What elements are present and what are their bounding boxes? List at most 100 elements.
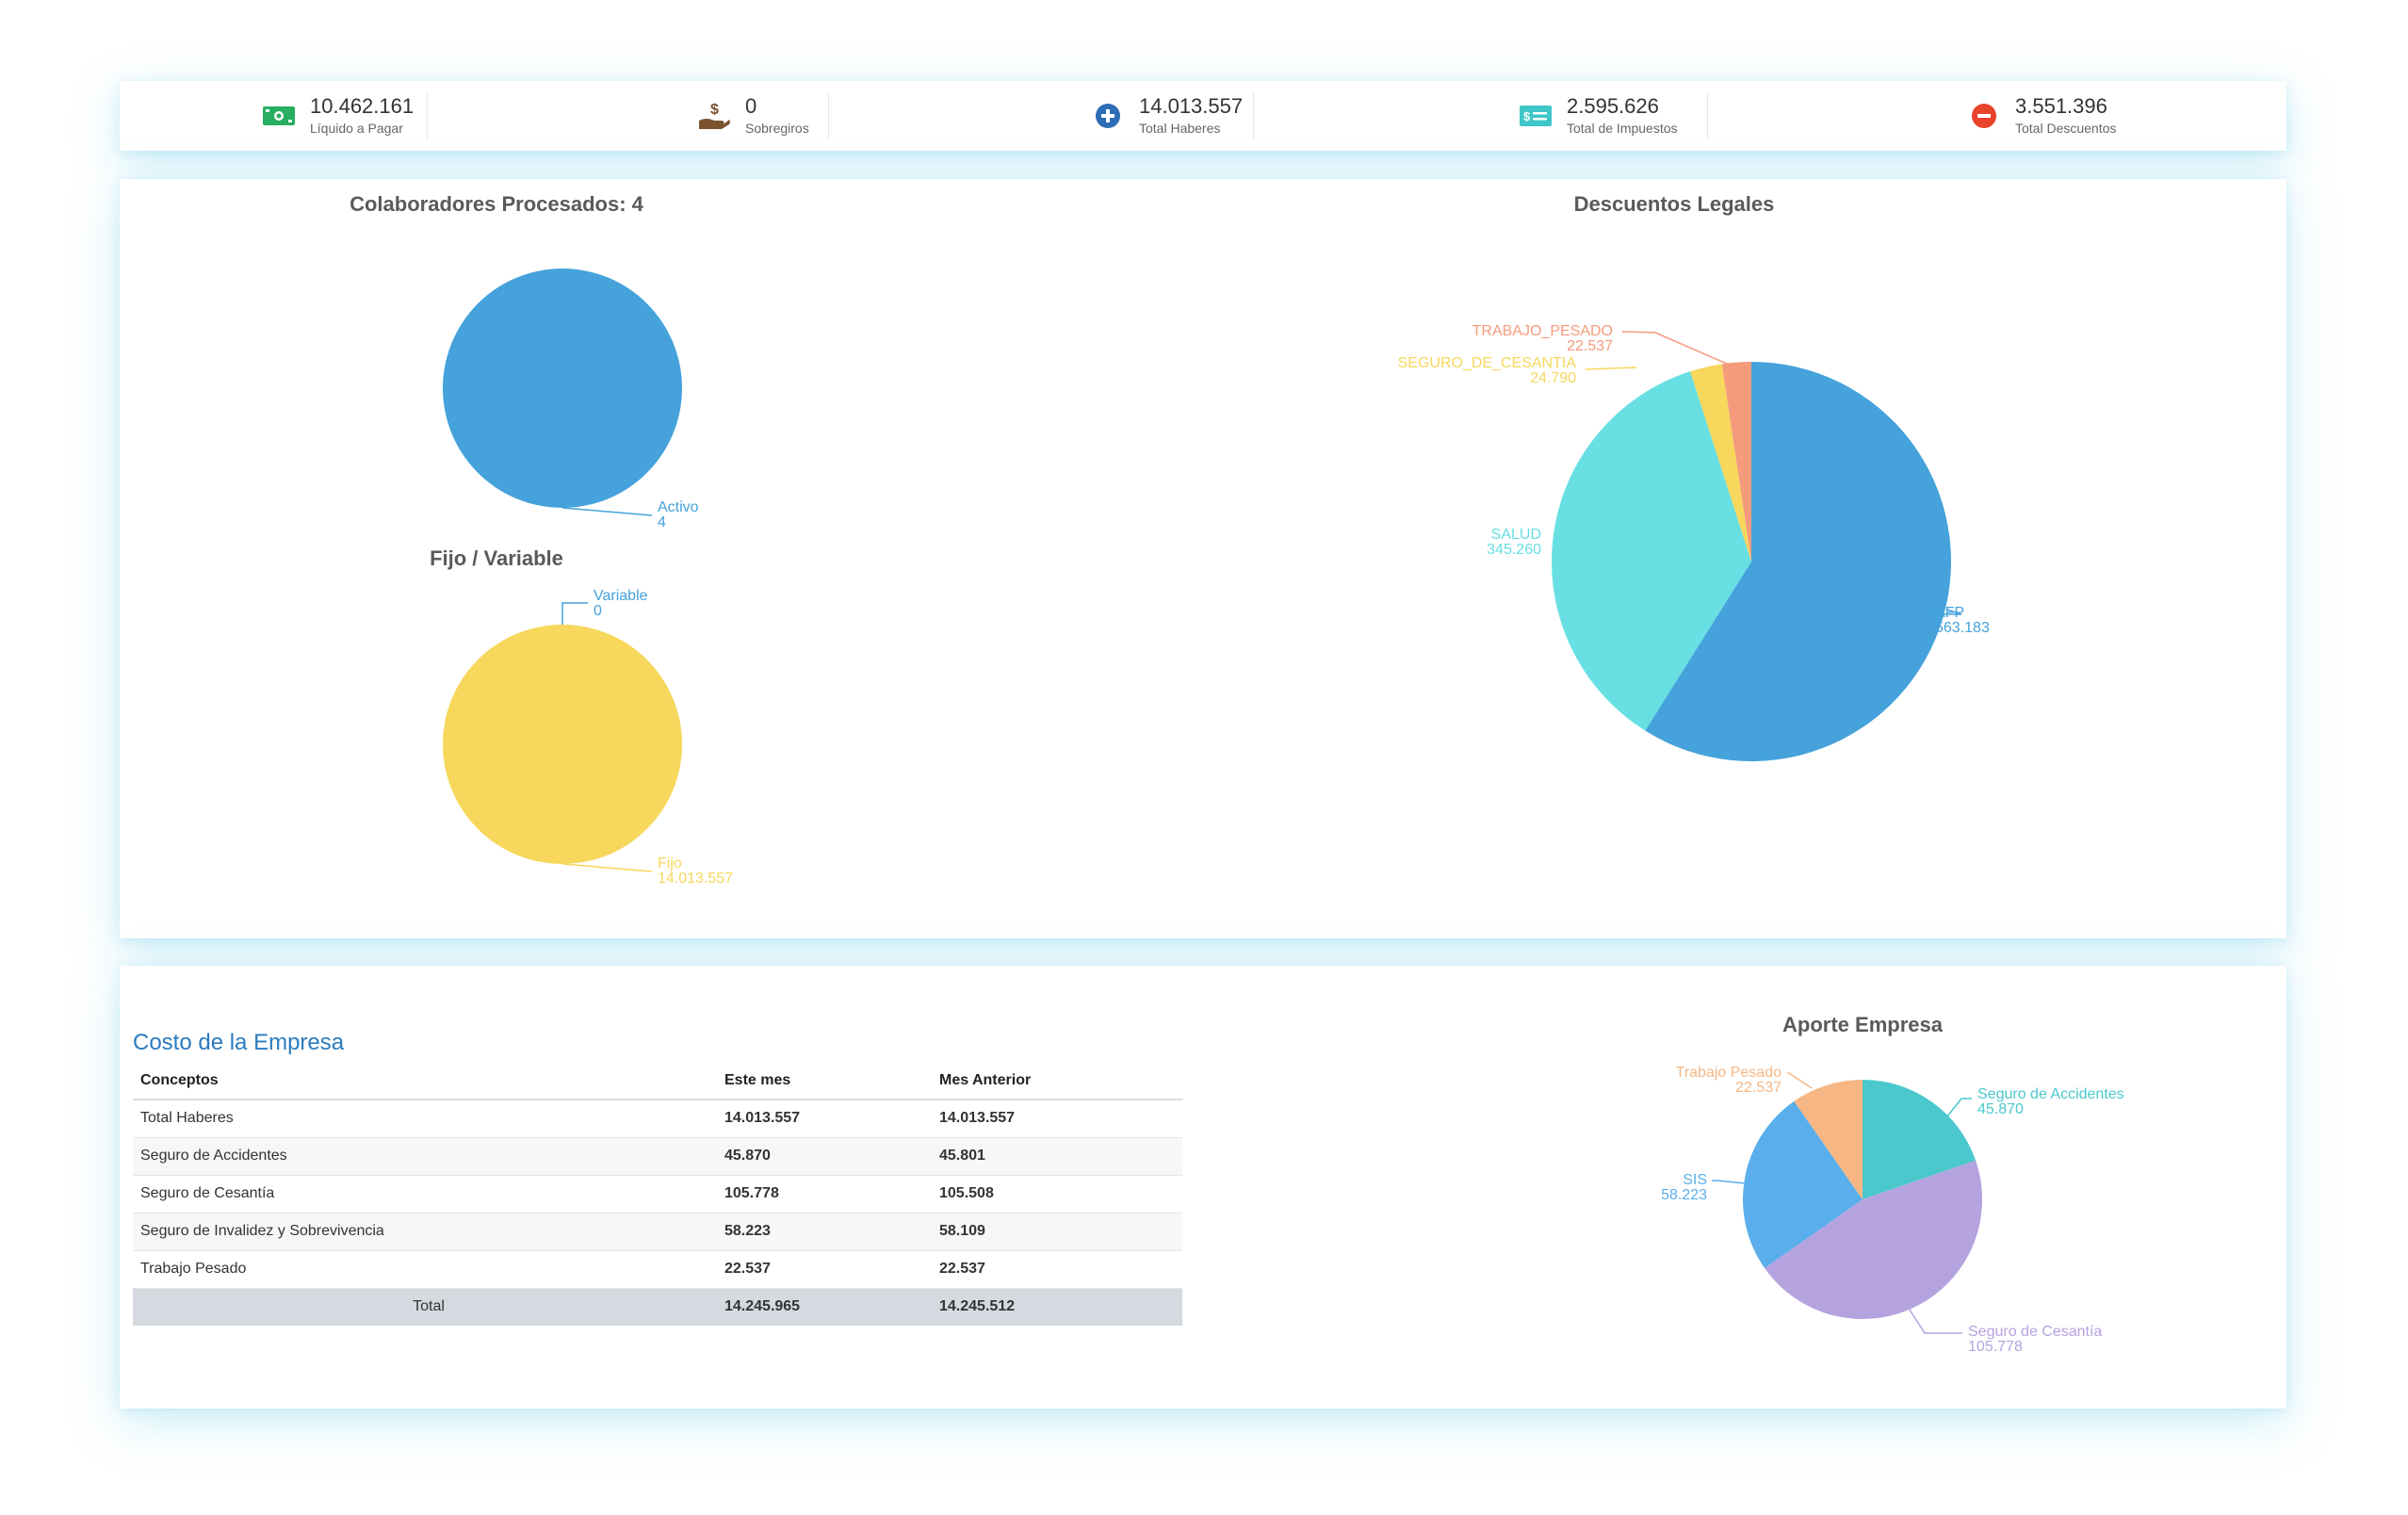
cell-this-month: 58.223	[717, 1212, 932, 1250]
table-row: Seguro de Accidentes 45.870 45.801	[133, 1136, 1182, 1175]
column-header: Este mes	[717, 1062, 932, 1100]
pie-label: SEGURO_DE_CESANTIA	[1398, 355, 1577, 371]
svg-text:$: $	[1523, 109, 1531, 123]
cost-panel: Costo de la Empresa Conceptos Este mes M…	[120, 966, 2286, 1409]
cell-this-month: 105.778	[717, 1174, 932, 1213]
table-row: Seguro de Cesantía 105.778 105.508	[133, 1174, 1182, 1213]
pie-slice-trabajo-pesado[interactable]	[1721, 362, 1751, 562]
cell-last-month: 14.013.557	[932, 1099, 1182, 1137]
cell-last-month: 22.537	[932, 1249, 1182, 1288]
money-bill-icon	[261, 98, 297, 134]
stat-label: Total Descuentos	[2015, 121, 2117, 136]
pie-leader-line	[561, 863, 653, 872]
pie-slice-seguro-de-cesantia[interactable]	[1690, 364, 1751, 562]
chart-title-fijo-variable: Fijo / Variable	[430, 546, 563, 570]
charts-panel: Colaboradores Procesados: 4 Fijo / Varia…	[120, 179, 2286, 938]
pie-slice-trabajo-pesado[interactable]	[1794, 1080, 1863, 1199]
pie-value-label: 24.790	[1530, 370, 1576, 386]
pie-slice-afp[interactable]	[1645, 362, 1951, 761]
pie-value-label: 22.537	[1567, 338, 1613, 354]
stat-sobregiros: $ 0 Sobregiros	[696, 81, 824, 151]
pie-value-label: 4	[658, 514, 666, 530]
stat-haberes: 14.013.557 Total Haberes	[1090, 81, 1258, 151]
pie-label: Trabajo Pesado	[1676, 1065, 1782, 1081]
pie-leader-line	[1928, 609, 1962, 615]
pie-leader-line	[1907, 1306, 1962, 1334]
pie-slice-fijo[interactable]	[443, 625, 682, 864]
pie-value-label: 22.537	[1735, 1080, 1782, 1096]
tax-ticket-icon: $	[1518, 98, 1554, 134]
chart-title-descuentos: Descuentos Legales	[1573, 192, 1775, 216]
pie-label: Fijo	[658, 855, 682, 872]
cell-this-month: 22.537	[717, 1249, 932, 1288]
cell-concept: Seguro de Accidentes	[133, 1136, 717, 1175]
table-row: Seguro de Invalidez y Sobrevivencia 58.2…	[133, 1212, 1182, 1250]
cell-last-month: 58.109	[932, 1212, 1182, 1250]
divider	[427, 92, 428, 139]
divider	[1253, 92, 1254, 139]
chart-title-colaboradores: Colaboradores Procesados: 4	[350, 192, 643, 216]
cost-table-title: Costo de la Empresa	[133, 1030, 345, 1055]
pie-leader-line	[1552, 532, 1569, 543]
pie-label: Variable	[594, 588, 648, 604]
hand-coin-icon: $	[696, 98, 732, 134]
divider	[1707, 92, 1708, 139]
pie-label: Activo	[658, 499, 699, 515]
cell-last-month: 45.801	[932, 1136, 1182, 1175]
pie-value-label: 345.260	[1487, 542, 1541, 558]
pie-leader-line	[1939, 1098, 1972, 1127]
stat-descuentos: 3.551.396 Total Descuentos	[1966, 81, 2131, 151]
pie-label: Seguro de Accidentes	[1977, 1086, 2124, 1102]
pie-leader-line	[561, 507, 653, 516]
pie-leader-line	[1712, 1180, 1746, 1184]
chart-title-aporte: Aporte Empresa	[1782, 1013, 1943, 1036]
pie-label: SALUD	[1491, 527, 1541, 543]
table-header-row: Conceptos Este mes Mes Anterior	[133, 1062, 1182, 1100]
pie-leader-line	[1787, 1072, 1813, 1089]
table-row: Total Haberes 14.013.557 14.013.557	[133, 1099, 1182, 1137]
pie-slice-seguro-de-accidentes[interactable]	[1863, 1080, 1977, 1199]
stat-value: 14.013.557	[1139, 94, 1244, 118]
cell-total-this-month: 14.245.965	[717, 1287, 932, 1326]
cell-total-label: Total	[133, 1287, 717, 1326]
pie-value-label: 563.183	[1935, 620, 1990, 636]
pie-label: Seguro de Cesantía	[1968, 1324, 2102, 1340]
pie-value-label: 0	[594, 603, 602, 619]
pie-slice-salud[interactable]	[1552, 371, 1751, 731]
cell-this-month: 14.013.557	[717, 1099, 932, 1137]
stat-value: 10.462.161	[310, 94, 415, 118]
stat-label: Sobregiros	[745, 121, 809, 136]
cost-table: Conceptos Este mes Mes Anterior Total Ha…	[133, 1062, 1182, 1326]
pie-slice-seguro-de-cesant-a[interactable]	[1765, 1160, 1982, 1319]
pie-label: SIS	[1683, 1172, 1707, 1188]
pie-value-label: 105.778	[1968, 1339, 2023, 1355]
cell-last-month: 105.508	[932, 1174, 1182, 1213]
cell-concept: Trabajo Pesado	[133, 1249, 717, 1288]
pie-label: AFP	[1935, 605, 1964, 621]
cell-concept: Seguro de Cesantía	[133, 1174, 717, 1213]
column-header: Conceptos	[133, 1062, 717, 1100]
stat-value: 2.595.626	[1567, 94, 1659, 118]
cell-concept: Seguro de Invalidez y Sobrevivencia	[133, 1212, 717, 1250]
column-header: Mes Anterior	[932, 1062, 1182, 1100]
pie-label: TRABAJO_PESADO	[1472, 323, 1613, 339]
cell-this-month: 45.870	[717, 1136, 932, 1175]
table-total-row: Total 14.245.965 14.245.512	[133, 1287, 1182, 1326]
divider	[828, 92, 829, 139]
pie-leader-line	[1621, 331, 1736, 368]
stat-liquido: 10.462.161 Líquido a Pagar	[261, 81, 429, 151]
stat-label: Líquido a Pagar	[310, 121, 403, 136]
pie-slice-activo[interactable]	[443, 269, 682, 508]
svg-text:$: $	[710, 102, 719, 118]
pie-slice-sis[interactable]	[1743, 1100, 1863, 1269]
minus-circle-icon	[1966, 98, 2002, 134]
pie-leader-line	[1585, 367, 1637, 370]
stat-label: Total Haberes	[1139, 121, 1221, 136]
pie-leader-line	[561, 602, 588, 625]
plus-circle-icon	[1090, 98, 1126, 134]
cell-total-last-month: 14.245.512	[932, 1287, 1182, 1326]
cell-concept: Total Haberes	[133, 1099, 717, 1137]
